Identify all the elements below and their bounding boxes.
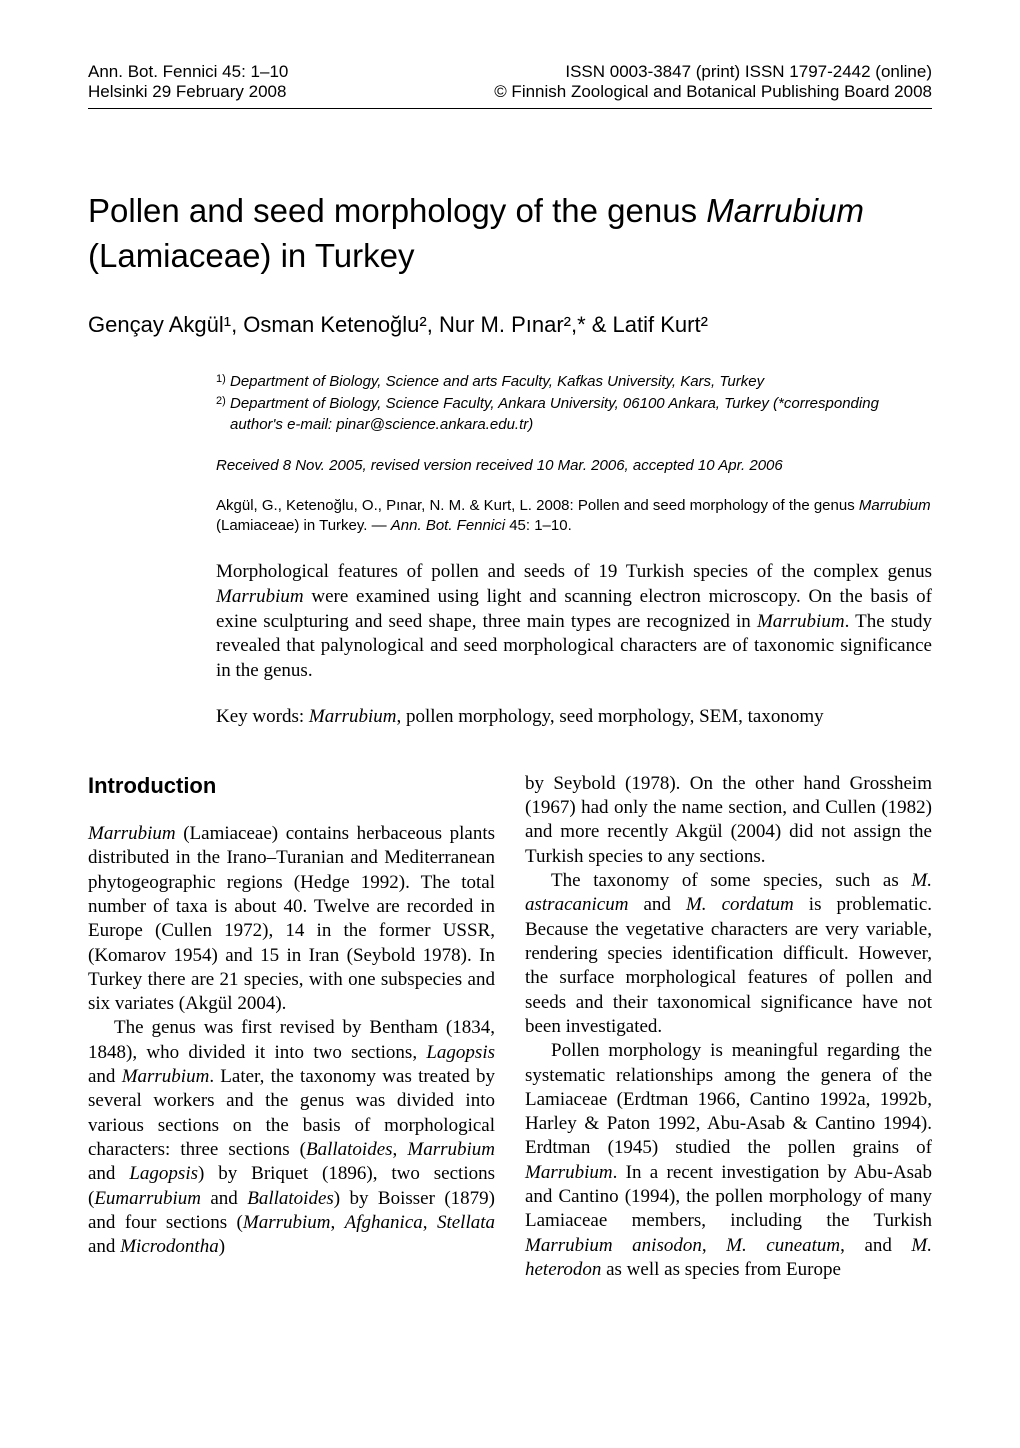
- right-p2-e: is problematic. Because the vegetative c…: [525, 894, 932, 1037]
- right-p2-a: The taxonomy of some species, such as: [551, 870, 911, 891]
- issn-line: ISSN 0003-3847 (print) ISSN 1797-2442 (o…: [494, 62, 932, 82]
- abstract-text-a: Morphological features of pollen and see…: [216, 561, 932, 582]
- right-para-3: Pollen morphology is meaningful regardin…: [525, 1039, 932, 1282]
- left-p2-m: and: [201, 1188, 247, 1209]
- citation-genus: Marrubium: [859, 497, 931, 514]
- affiliation-2-text: Department of Biology, Science Faculty, …: [230, 394, 932, 435]
- section-heading-introduction: Introduction: [88, 772, 495, 800]
- left-column: Introduction Marrubium (Lamiaceae) conta…: [88, 772, 495, 1283]
- received-line: Received 8 Nov. 2005, revised version re…: [216, 457, 932, 474]
- right-p2-d: M. cordatum: [686, 894, 794, 915]
- citation-suffix: 45: 1–10.: [505, 517, 572, 534]
- left-p2-l: Eumarrubium: [94, 1188, 201, 1209]
- affiliation-2-marker: 2): [216, 394, 230, 435]
- citation-mid: (Lamiaceae) in Turkey. —: [216, 517, 391, 534]
- left-p2-g: ,: [393, 1139, 408, 1160]
- right-para-2: The taxonomy of some species, such as M.…: [525, 869, 932, 1039]
- left-p2-f: Ballatoides: [306, 1139, 393, 1160]
- left-para-1: Marrubium (Lamiaceae) contains herbaceou…: [88, 822, 495, 1017]
- left-p1-genus: Marrubium: [88, 823, 176, 844]
- left-p1-text: (Lamiaceae) contains herbaceous plants d…: [88, 823, 495, 1014]
- left-p2-r: Afghanica: [345, 1212, 423, 1233]
- authors-line: Gençay Akgül¹, Osman Ketenoğlu², Nur M. …: [88, 312, 932, 338]
- affiliation-1-marker: 1): [216, 372, 230, 392]
- citation-journal: Ann. Bot. Fennici: [391, 517, 505, 534]
- body-columns: Introduction Marrubium (Lamiaceae) conta…: [88, 772, 932, 1283]
- left-p2-q: ,: [331, 1212, 345, 1233]
- affiliation-2: 2) Department of Biology, Science Facult…: [216, 394, 932, 435]
- title-prefix: Pollen and seed morphology of the genus: [88, 192, 706, 229]
- affiliations-block: 1) Department of Biology, Science and ar…: [216, 372, 932, 435]
- right-p3-f: M. cuneatum: [726, 1235, 840, 1256]
- left-p2-w: ): [219, 1236, 225, 1257]
- left-p2-t: Stellata: [437, 1212, 495, 1233]
- left-para-2: The genus was first revised by Bentham (…: [88, 1016, 495, 1259]
- right-p3-b: Marrubium: [525, 1162, 613, 1183]
- left-p2-j: Lagopsis: [129, 1163, 198, 1184]
- left-p2-c: and: [88, 1066, 122, 1087]
- abstract-genus-2: Marrubium: [757, 611, 845, 632]
- keywords-suffix: , pollen morphology, seed morphology, SE…: [397, 706, 824, 727]
- citation-block: Akgül, G., Ketenoğlu, O., Pınar, N. M. &…: [216, 496, 932, 537]
- affiliation-1: 1) Department of Biology, Science and ar…: [216, 372, 932, 392]
- left-p2-u: and: [88, 1236, 120, 1257]
- journal-ref: Ann. Bot. Fennici 45: 1–10: [88, 62, 288, 82]
- left-p2-h: Marrubium: [407, 1139, 495, 1160]
- title-genus: Marrubium: [706, 192, 864, 229]
- left-p2-p: Marrubium: [243, 1212, 331, 1233]
- title-suffix: (Lamiaceae) in Turkey: [88, 237, 414, 274]
- citation-prefix: Akgül, G., Ketenoğlu, O., Pınar, N. M. &…: [216, 497, 859, 514]
- left-p2-b: Lagopsis: [426, 1042, 495, 1063]
- right-p2-c: and: [628, 894, 686, 915]
- keywords-prefix: Key words:: [216, 706, 309, 727]
- right-para-1: by Seybold (1978). On the other hand Gro…: [525, 772, 932, 869]
- abstract-genus-1: Marrubium: [216, 586, 304, 607]
- header-right: ISSN 0003-3847 (print) ISSN 1797-2442 (o…: [494, 62, 932, 102]
- left-p2-s: ,: [423, 1212, 437, 1233]
- header-left: Ann. Bot. Fennici 45: 1–10 Helsinki 29 F…: [88, 62, 288, 102]
- affiliation-1-text: Department of Biology, Science and arts …: [230, 372, 764, 392]
- right-column: by Seybold (1978). On the other hand Gro…: [525, 772, 932, 1283]
- copyright-line: © Finnish Zoological and Botanical Publi…: [494, 82, 932, 102]
- abstract-block: Morphological features of pollen and see…: [216, 560, 932, 683]
- article-title: Pollen and seed morphology of the genus …: [88, 189, 932, 278]
- page-header: Ann. Bot. Fennici 45: 1–10 Helsinki 29 F…: [88, 62, 932, 102]
- left-p2-n: Ballatoides: [247, 1188, 334, 1209]
- keywords-line: Key words: Marrubium, pollen morphology,…: [216, 706, 932, 728]
- right-p3-i: as well as species from Europe: [601, 1259, 841, 1280]
- left-p2-i: and: [88, 1163, 129, 1184]
- right-p3-d: Marrubium anisodon: [525, 1235, 702, 1256]
- right-p3-g: , and: [840, 1235, 911, 1256]
- left-p2-d: Marrubium: [122, 1066, 210, 1087]
- right-p3-a: Pollen morphology is meaningful regardin…: [525, 1040, 932, 1158]
- location-date: Helsinki 29 February 2008: [88, 82, 288, 102]
- header-divider: [88, 108, 932, 109]
- keywords-genus: Marrubium: [309, 706, 397, 727]
- left-p2-v: Microdontha: [120, 1236, 219, 1257]
- right-p3-e: ,: [702, 1235, 726, 1256]
